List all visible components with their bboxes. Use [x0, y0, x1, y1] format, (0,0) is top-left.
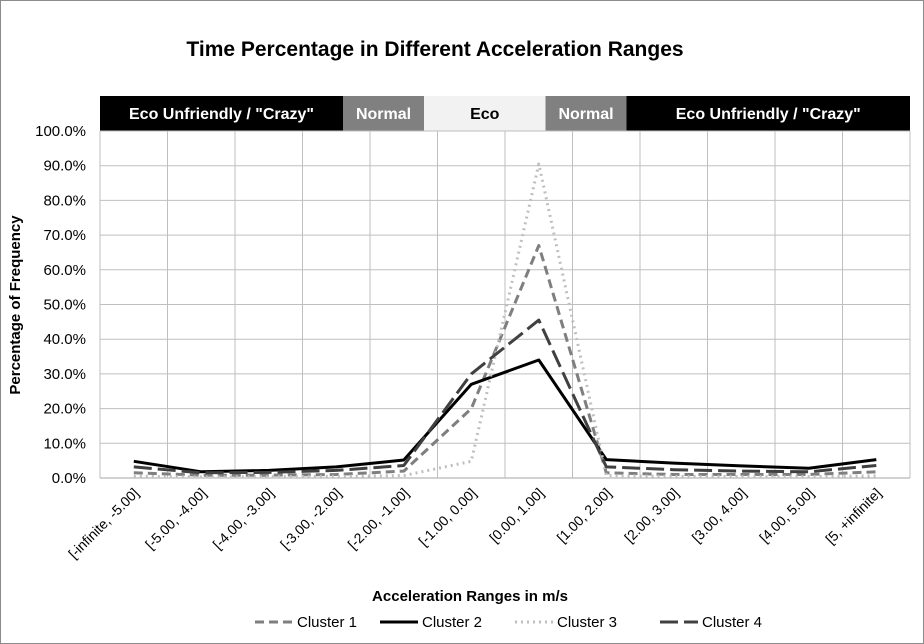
series-line-2 [133, 358, 877, 474]
x-tick-label: [-infinite, -5.00] [65, 485, 142, 562]
y-tick-label: 0.0% [52, 470, 86, 487]
series-line-4 [133, 318, 877, 475]
x-axis-title: Acceleration Ranges in m/s [372, 588, 568, 605]
x-tick-label: [1.00, 2.00] [554, 485, 615, 546]
series-lines [133, 162, 877, 479]
band-label-1: Normal [356, 106, 411, 123]
legend-label-2: Cluster 2 [422, 614, 482, 631]
y-tick-label: 70.0% [43, 227, 86, 244]
x-tick-label: [-4.00, -3.00] [209, 485, 276, 552]
y-tick-label: 50.0% [43, 297, 86, 314]
x-tick-label: [-5.00, -4.00] [142, 485, 209, 552]
y-tick-label: 100.0% [35, 123, 86, 140]
x-tick-label: [5, +infinite] [822, 485, 884, 547]
band-label-4: Eco Unfriendly / "Crazy" [676, 106, 861, 123]
grid-lines [99, 130, 911, 479]
range-bands: Eco Unfriendly / "Crazy" Normal Eco Normal E… [100, 96, 910, 131]
y-tick-label: 90.0% [43, 158, 86, 175]
y-tick-label: 10.0% [43, 435, 86, 452]
band-1 [343, 96, 424, 131]
y-tick-label: 80.0% [43, 192, 86, 209]
band-2 [424, 96, 546, 131]
band-label-0: Eco Unfriendly / "Crazy" [129, 106, 314, 123]
y-tick-label: 20.0% [43, 401, 86, 418]
band-label-3: Normal [558, 106, 613, 123]
y-axis-title: Percentage of Frequency [7, 215, 24, 395]
y-tick-labels: 0.0% 10.0% 20.0% 30.0% 40.0% 50.0% 60.0% 70.0% 8… [35, 123, 86, 487]
band-label-2: Eco [470, 106, 500, 123]
x-tick-label: [-1.00, 0.00] [415, 485, 479, 549]
legend-label-3: Cluster 3 [557, 614, 617, 631]
x-tick-label: [3.00, 4.00] [689, 485, 750, 546]
chart-title: Time Percentage in Different Acceleratio… [186, 38, 683, 61]
band-4 [626, 96, 910, 131]
x-tick-label: [2.00, 3.00] [621, 485, 682, 546]
x-tick-label: [4.00, 5.00] [756, 485, 817, 546]
x-tick-labels: [-infinite, -5.00] [-5.00, -4.00] [-4.00, … [65, 485, 884, 562]
x-tick-label: [-3.00, -2.00] [277, 485, 344, 552]
y-tick-label: 60.0% [43, 262, 86, 279]
legend: Cluster 1 Cluster 2 Cluster 3 Cluster 4 [255, 614, 762, 631]
band-3 [545, 96, 627, 131]
y-tick-label: 30.0% [43, 366, 86, 383]
x-tick-label: [-2.00, -1.00] [344, 485, 411, 552]
series-line-1 [133, 244, 877, 477]
band-0 [100, 96, 343, 131]
y-tick-label: 40.0% [43, 331, 86, 348]
legend-label-1: Cluster 1 [297, 614, 357, 631]
x-tick-label: [0.00, 1.00] [486, 485, 547, 546]
legend-label-4: Cluster 4 [702, 614, 762, 631]
